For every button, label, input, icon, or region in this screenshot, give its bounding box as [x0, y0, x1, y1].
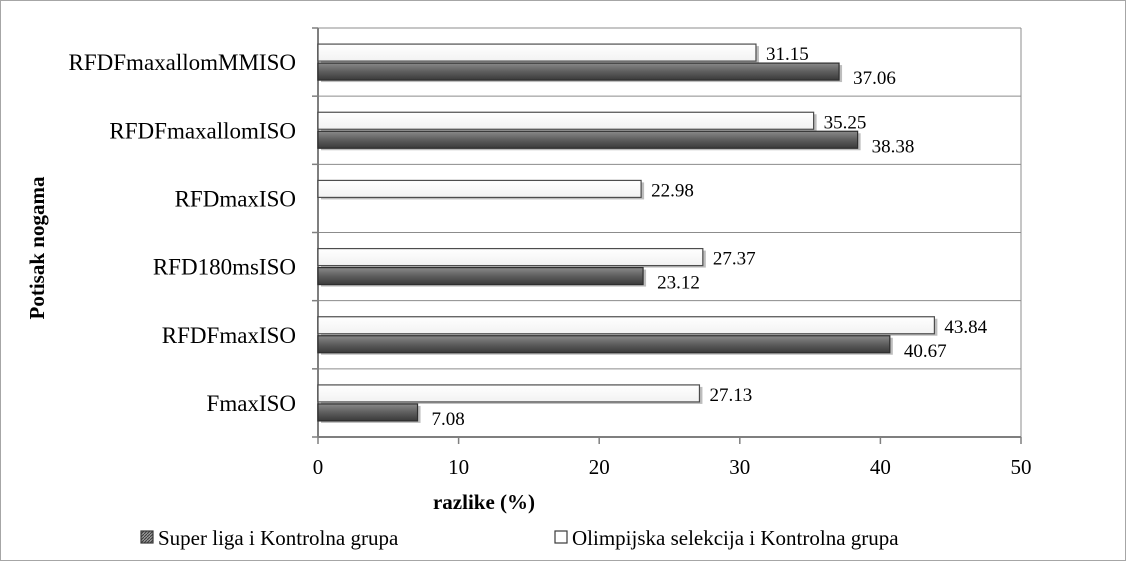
x-tick-labels: 0 10 20 30 40 50: [313, 455, 1032, 479]
x-tick-label: 10: [448, 455, 469, 479]
x-tick-label: 30: [729, 455, 750, 479]
bar-olimpijska: [317, 111, 815, 130]
legend-label-olimpijska: Olimpijska selekcija i Kontrolna grupa: [572, 526, 899, 550]
category-label: RFDFmaxallomMMISO: [69, 50, 296, 75]
data-labels: 27.137.0843.8440.6727.3723.1222.9835.253…: [432, 44, 988, 430]
data-label-super-liga: 23.12: [657, 273, 700, 294]
data-label-super-liga: 40.67: [904, 341, 947, 362]
x-axis-title: razlike (%): [433, 490, 535, 514]
bar-olimpijska: [317, 316, 935, 335]
legend: Super liga i Kontrolna grupa Olimpijska s…: [140, 526, 899, 550]
data-label-olimpijska: 27.37: [713, 249, 756, 270]
bar-olimpijska: [317, 179, 642, 199]
data-label-olimpijska: 31.15: [766, 44, 809, 65]
category-label: RFDFmaxallomISO: [109, 118, 296, 143]
data-label-super-liga: 37.06: [853, 68, 896, 89]
data-label-super-liga: 7.08: [432, 409, 465, 430]
x-tick-label: 20: [589, 455, 610, 479]
category-label: RFD180msISO: [153, 255, 296, 280]
axes: [312, 27, 1022, 444]
category-label: FmaxISO: [207, 391, 296, 416]
data-label-olimpijska: 43.84: [944, 317, 987, 338]
x-tick-label: 50: [1011, 455, 1032, 479]
category-label: RFDFmaxISO: [162, 323, 296, 348]
data-label-olimpijska: 35.25: [824, 112, 867, 133]
bar-olimpijska: [317, 247, 704, 267]
bars: [317, 43, 938, 423]
legend-swatch-super-liga: [140, 530, 154, 544]
data-label-olimpijska: 22.98: [651, 180, 694, 201]
category-label: RFDmaxISO: [175, 186, 296, 211]
x-tick-label: 40: [870, 455, 891, 479]
bar-super-liga: [317, 266, 644, 286]
grid-lines: [318, 27, 1022, 437]
bar-olimpijska: [317, 43, 757, 62]
data-label-olimpijska: 27.13: [709, 385, 752, 406]
bar-super-liga: [317, 130, 859, 149]
category-labels: FmaxISO RFDFmaxISO RFD180msISO RFDmaxISO RFD…: [69, 50, 296, 416]
legend-swatch-olimpijska: [554, 530, 568, 544]
data-label-super-liga: 38.38: [872, 136, 915, 157]
y-axis-title: Potisak nogama: [25, 176, 49, 319]
x-tick-label: 0: [313, 455, 324, 479]
bar-super-liga: [317, 62, 840, 81]
legend-label-super-liga: Super liga i Kontrolna grupa: [158, 526, 399, 550]
bar-super-liga: [317, 335, 891, 354]
bar-super-liga: [317, 403, 419, 422]
bar-olimpijska: [317, 384, 701, 403]
